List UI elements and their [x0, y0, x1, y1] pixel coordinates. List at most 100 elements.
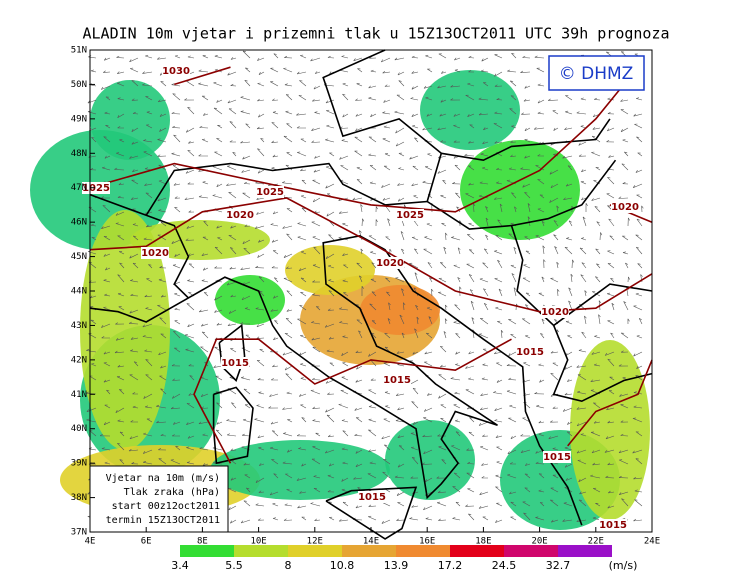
wind-arrow	[524, 487, 531, 493]
colorbar-swatch	[288, 545, 342, 557]
wind-arrow	[201, 331, 209, 339]
wind-arrow	[132, 392, 139, 395]
wind-arrow	[240, 519, 251, 524]
wind-arrow	[467, 113, 475, 117]
wind-arrow	[564, 446, 573, 451]
wind-arrow	[481, 57, 489, 62]
wind-arrow	[567, 335, 573, 339]
wind-arrow	[342, 113, 349, 118]
wind-arrow	[527, 216, 531, 227]
wind-arrow	[311, 140, 321, 143]
wind-arrow	[607, 112, 615, 115]
wind-shading	[360, 285, 440, 335]
wind-arrow	[522, 55, 531, 59]
wind-arrow	[355, 505, 363, 509]
wind-arrow	[246, 487, 251, 493]
wind-arrow	[116, 55, 125, 59]
wind-arrow	[412, 165, 419, 171]
colorbar-swatch	[180, 545, 234, 557]
wind-arrow	[465, 389, 475, 395]
wind-arrow	[186, 403, 195, 409]
wind-arrow	[355, 127, 363, 132]
wind-arrow	[216, 99, 223, 103]
wind-arrow	[244, 474, 251, 479]
wind-arrow	[282, 225, 293, 229]
wind-arrow	[625, 262, 629, 269]
wind-arrow	[355, 379, 363, 383]
wind-arrow	[511, 125, 517, 129]
wind-arrow	[371, 262, 377, 269]
wind-arrow	[581, 197, 587, 201]
wind-arrow	[214, 55, 223, 59]
wind-arrow	[355, 417, 363, 423]
wind-arrow	[216, 183, 223, 188]
wind-arrow	[342, 253, 349, 256]
wind-arrow	[282, 407, 293, 410]
wind-arrow	[599, 232, 603, 241]
wind-arrow	[201, 95, 209, 101]
wind-arrow	[185, 238, 195, 241]
wind-arrow	[272, 517, 279, 521]
wind-arrow	[230, 57, 237, 60]
wind-arrow	[286, 208, 293, 213]
wind-arrow	[171, 152, 181, 157]
wind-arrow	[115, 337, 125, 341]
wind-arrow	[244, 224, 251, 227]
wind-arrow	[415, 304, 419, 311]
wind-arrow	[394, 57, 405, 61]
wind-arrow	[456, 206, 461, 213]
isobar-label-bg	[396, 209, 424, 221]
wind-arrow	[607, 420, 615, 424]
wind-arrow	[536, 405, 545, 409]
wind-arrow	[283, 135, 293, 143]
wind-arrow	[537, 154, 545, 157]
wind-arrow	[284, 365, 293, 371]
wind-arrow	[383, 459, 391, 465]
wind-arrow	[132, 262, 139, 269]
wind-arrow	[620, 420, 629, 423]
wind-arrow	[229, 140, 236, 143]
wind-arrow	[369, 165, 377, 171]
wind-arrow	[257, 253, 265, 258]
wind-arrow	[438, 53, 447, 59]
wind-arrow	[283, 432, 293, 437]
wind-arrow	[565, 477, 573, 481]
isobar-label: 1020	[611, 202, 639, 213]
wind-arrow	[115, 222, 125, 227]
wind-arrow	[455, 431, 461, 437]
lat-label: 44N	[71, 287, 87, 297]
wind-arrow	[103, 421, 111, 426]
wind-arrow	[300, 363, 307, 367]
wind-arrow	[103, 70, 111, 73]
wind-arrow	[144, 405, 153, 409]
wind-arrow	[157, 57, 167, 60]
wind-arrow	[468, 222, 475, 227]
wind-arrow	[394, 475, 405, 479]
wind-arrow	[387, 218, 391, 227]
wind-arrow	[342, 279, 349, 283]
wind-arrow	[536, 67, 545, 73]
wind-arrow	[383, 165, 391, 171]
wind-arrow	[562, 407, 573, 412]
wind-arrow	[479, 181, 489, 185]
wind-arrow	[571, 259, 575, 269]
wind-arrow	[496, 502, 503, 507]
wind-arrow	[270, 309, 279, 312]
wind-arrow	[565, 320, 573, 325]
wind-arrow	[591, 449, 601, 454]
wind-arrow	[538, 489, 545, 493]
wind-arrow	[633, 113, 643, 117]
wind-arrow	[299, 305, 307, 311]
wind-arrow	[622, 139, 629, 143]
wind-arrow	[131, 462, 139, 465]
isobar-label-bg	[376, 257, 404, 269]
wind-arrow	[618, 364, 629, 367]
wind-arrow	[342, 223, 349, 227]
wind-arrow	[117, 195, 125, 199]
wind-arrow	[568, 287, 573, 297]
wind-arrow	[114, 350, 125, 354]
wind-arrow	[119, 459, 125, 465]
wind-arrow	[497, 320, 503, 325]
wind-arrow	[584, 315, 587, 325]
wind-arrow	[325, 379, 335, 384]
